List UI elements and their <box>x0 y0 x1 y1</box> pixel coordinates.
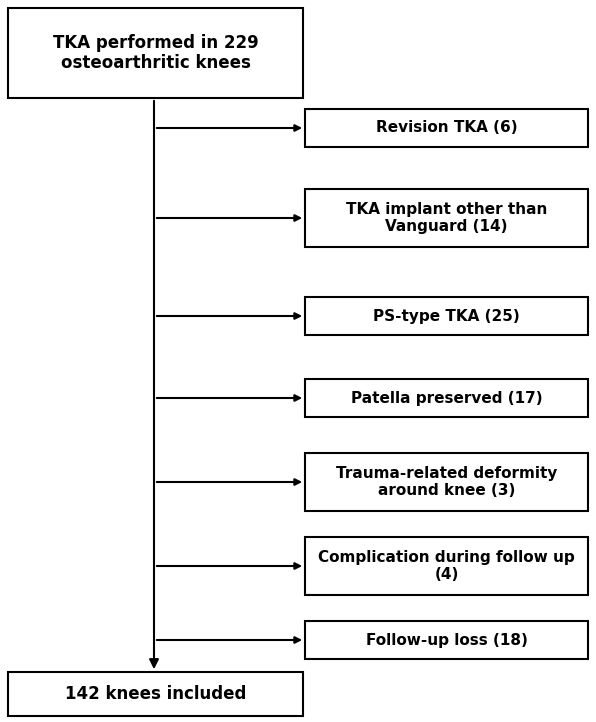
Text: 142 knees included: 142 knees included <box>65 685 246 703</box>
Bar <box>305 379 588 417</box>
Text: Trauma-related deformity
around knee (3): Trauma-related deformity around knee (3) <box>336 466 557 498</box>
Bar <box>305 537 588 595</box>
Bar <box>305 621 588 659</box>
Text: TKA implant other than
Vanguard (14): TKA implant other than Vanguard (14) <box>346 202 547 234</box>
Bar <box>8 672 303 716</box>
Bar <box>305 109 588 147</box>
Text: Complication during follow up
(4): Complication during follow up (4) <box>318 549 575 582</box>
Text: Revision TKA (6): Revision TKA (6) <box>375 121 517 136</box>
Bar <box>305 453 588 511</box>
Text: PS-type TKA (25): PS-type TKA (25) <box>373 308 520 323</box>
Bar <box>305 297 588 335</box>
Text: TKA performed in 229
osteoarthritic knees: TKA performed in 229 osteoarthritic knee… <box>52 34 259 72</box>
Bar <box>305 189 588 247</box>
Text: Patella preserved (17): Patella preserved (17) <box>350 391 542 406</box>
Text: Follow-up loss (18): Follow-up loss (18) <box>365 632 527 648</box>
Bar <box>8 8 303 98</box>
